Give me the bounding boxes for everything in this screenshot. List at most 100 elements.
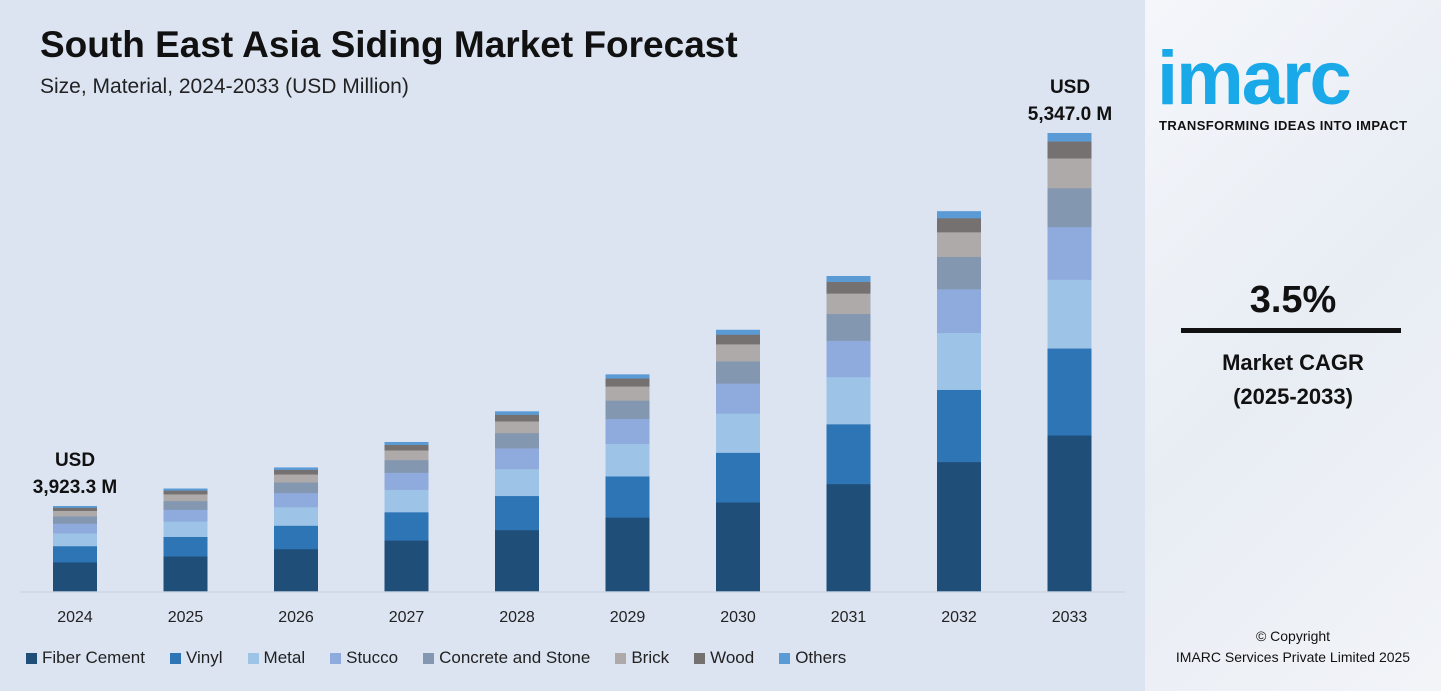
legend-item: Stucco (330, 648, 398, 668)
x-tick-label: 2028 (499, 609, 535, 626)
bar-2029 (605, 374, 650, 592)
bar-segment-metal (826, 376, 871, 425)
bar-segment-vinyl (495, 495, 539, 531)
legend-item: Wood (694, 648, 754, 668)
bar-segment-concrete-and-stone (1047, 187, 1092, 228)
bar-segment-concrete-and-stone (605, 400, 650, 420)
legend-item: Metal (247, 648, 305, 668)
legend-label: Stucco (346, 648, 399, 667)
bar-segment-stucco (384, 472, 429, 490)
legend-swatch (615, 652, 627, 664)
bar-segment-brick (53, 510, 97, 517)
chart-panel: South East Asia Siding Market Forecast S… (0, 0, 1145, 691)
first-bar-usd-label: USD (55, 450, 95, 471)
legend-label: Fiber Cement (42, 648, 145, 667)
bar-segment-others (53, 506, 97, 508)
legend-item: Others (779, 648, 846, 668)
bar-segment-others (605, 374, 650, 379)
bar-segment-others (937, 211, 981, 219)
legend-swatch (26, 652, 37, 664)
bar-segment-concrete-and-stone (826, 313, 871, 341)
bar-segment-wood (495, 414, 539, 422)
legend-label: Concrete and Stone (439, 648, 591, 667)
bar-segment-brick (826, 293, 871, 315)
bar-segment-fiber-cement (53, 562, 97, 592)
legend-swatch (169, 652, 181, 664)
bar-segment-stucco (163, 509, 208, 522)
legend-item: Brick (615, 648, 669, 668)
bar-segment-metal (495, 468, 539, 497)
x-tick-label: 2027 (389, 609, 425, 626)
bar-segment-fiber-cement (495, 529, 539, 592)
x-tick-label: 2030 (720, 609, 756, 626)
bar-2032 (937, 211, 981, 592)
bar-segment-concrete-and-stone (53, 516, 97, 524)
bar-segment-fiber-cement (1047, 435, 1092, 592)
legend-swatch (330, 652, 342, 664)
bar-segment-stucco (53, 523, 97, 534)
bar-segment-others (163, 488, 208, 491)
company-name: IMARC Services Private Limited 2025 (1175, 649, 1411, 665)
bar-segment-fiber-cement (826, 483, 871, 592)
bar-segment-stucco (274, 492, 318, 508)
bar-segment-others (1047, 133, 1092, 142)
bar-segment-vinyl (716, 452, 760, 503)
cagr-period: (2025-2033) (1233, 384, 1353, 409)
legend-label: Others (795, 648, 847, 667)
bar-segment-fiber-cement (937, 461, 981, 592)
bar-segment-brick (274, 474, 318, 483)
bar-segment-wood (605, 378, 650, 387)
bar-segment-metal (716, 413, 760, 453)
bar-segment-metal (163, 521, 208, 537)
bar-segment-vinyl (384, 512, 429, 541)
bar-segment-brick (163, 494, 208, 502)
bar-segment-concrete-and-stone (937, 256, 981, 290)
bar-segment-vinyl (1047, 348, 1092, 436)
bar-2033 (1047, 133, 1092, 592)
bar-segment-wood (716, 334, 760, 345)
bar-segment-vinyl (274, 525, 318, 550)
bar-segment-metal (1047, 279, 1092, 349)
x-tick-label: 2031 (831, 609, 867, 626)
bar-segment-vinyl (605, 476, 650, 518)
legend-item: Concrete and Stone (423, 648, 590, 668)
sidebar: imarc TRANSFORMING IDEAS INTO IMPACT 3.5… (1145, 0, 1441, 691)
bar-segment-brick (716, 344, 760, 362)
x-tick-label: 2026 (278, 609, 314, 626)
bar-segment-vinyl (826, 424, 871, 485)
chart-title: South East Asia Siding Market Forecast (40, 24, 738, 65)
first-bar-value-label: 3,923.3 M (33, 477, 118, 498)
bar-2025 (163, 488, 208, 592)
bar-segment-vinyl (53, 545, 97, 563)
legend-item: Fiber Cement (26, 648, 145, 668)
bar-segment-brick (495, 421, 539, 434)
bar-segment-stucco (495, 448, 539, 470)
bar-segment-fiber-cement (384, 540, 429, 592)
bar-segment-stucco (937, 289, 981, 334)
x-tick-label: 2024 (57, 609, 93, 626)
bar-segment-metal (937, 332, 981, 390)
legend: Fiber Cement Vinyl Metal Stucco Concrete and… (26, 648, 871, 668)
bar-2026 (274, 467, 318, 592)
bar-segment-wood (274, 469, 318, 475)
bar-segment-concrete-and-stone (495, 432, 539, 449)
x-tick-label: 2029 (610, 609, 646, 626)
bar-segment-wood (53, 507, 97, 511)
bar-segment-metal (274, 506, 318, 526)
bar-segment-concrete-and-stone (716, 361, 760, 384)
bar-2024 (53, 506, 97, 592)
bar-segment-fiber-cement (716, 502, 760, 592)
copyright: © Copyright (1255, 628, 1331, 644)
chart-subtitle: Size, Material, 2024-2033 (USD Million) (40, 75, 409, 98)
legend-label: Brick (631, 648, 670, 667)
bar-segment-concrete-and-stone (274, 482, 318, 494)
x-tick-label: 2032 (941, 609, 977, 626)
legend-swatch (247, 652, 259, 664)
bar-segment-brick (384, 450, 429, 461)
bar-segment-wood (384, 444, 429, 451)
bar-segment-fiber-cement (605, 517, 650, 592)
bar-segment-metal (384, 489, 429, 513)
legend-label: Vinyl (185, 648, 223, 667)
x-tick-label: 2025 (168, 609, 204, 626)
bar-segment-fiber-cement (274, 548, 318, 592)
